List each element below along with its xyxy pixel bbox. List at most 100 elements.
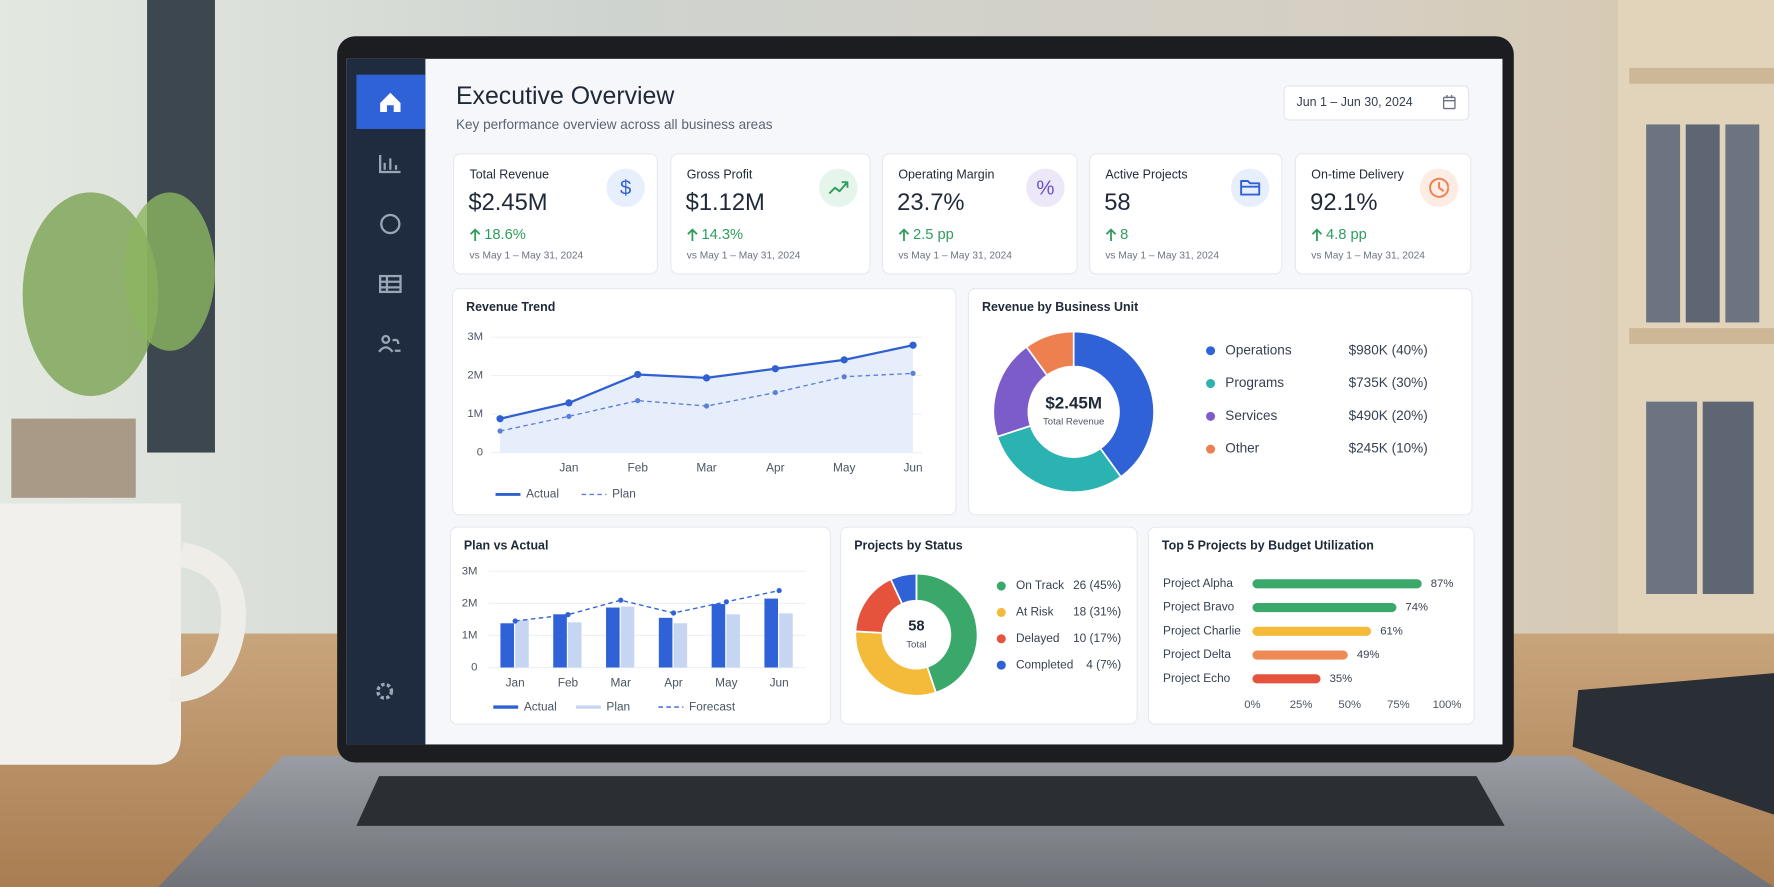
legend-label: Delayed [1016,631,1060,645]
kpi-change: 8 [1120,227,1128,243]
kpi-value: 58 [1104,189,1130,216]
value-label: 35% [1330,673,1353,685]
point [634,370,642,379]
kpi-icon-bg [819,168,858,208]
table-grid [380,276,401,292]
kpi-label: Active Projects [1105,168,1187,182]
x-tick-label: 0% [1244,699,1260,711]
area [500,345,914,453]
legend-label: Services [1225,408,1277,423]
donut-slice [915,572,979,694]
donut-slice [889,572,918,606]
x-tick-label: Apr [664,675,683,689]
point [496,415,504,423]
home-icon[interactable] [380,92,401,113]
kpi-comparison: vs May 1 – May 31, 2024 [1105,250,1219,261]
calendar-icon [1442,95,1456,110]
point [910,370,916,376]
kpi-value: 92.1% [1310,189,1377,216]
legend-label: Programs [1225,375,1284,390]
value-label: $245K (10%) [1349,441,1428,456]
kpi-change: 4.8 pp [1326,227,1367,243]
value-label: 87% [1431,578,1454,590]
point [840,356,848,364]
bar [764,598,779,668]
binder [1685,124,1720,323]
shelf [1629,328,1774,344]
kpi-icon [828,181,849,195]
donut-center-label: Total [906,639,926,650]
date-range[interactable]: Jun 1 – Jun 30, 2024 [1297,95,1413,109]
line [515,589,780,622]
analytics-icon[interactable] [380,213,401,235]
legend-label: Forecast [689,699,736,713]
value-label: 49% [1357,649,1380,661]
up-arrow [1311,228,1323,241]
legend-label: Operations [1225,342,1292,357]
x-tick-label: Jun [770,675,789,689]
bar [1252,579,1422,589]
up-arrow [1105,228,1117,241]
bar [673,623,688,668]
legend-label: Actual [524,699,557,713]
shelf [1629,67,1774,84]
x-tick-label: Jan [559,461,578,475]
page-subtitle: Key performance overview across all busi… [456,117,773,132]
kpi-comparison: vs May 1 – May 31, 2024 [687,250,801,261]
x-tick-label: Mar [696,461,716,475]
point [565,612,571,618]
x-tick-label: 50% [1338,699,1361,711]
point [702,374,711,382]
card [840,526,1138,725]
plant [22,192,159,396]
point [670,610,677,616]
point [776,587,782,594]
mug-handle [169,542,247,703]
value-label: 4 (7%) [1086,657,1121,671]
bar [1252,603,1397,613]
legend-dot [1206,411,1216,421]
point [703,403,710,409]
x-tick-label: May [715,675,737,689]
category-label: Project Echo [1163,671,1231,685]
value-label: 61% [1380,625,1403,637]
legend-label: Plan [612,487,636,501]
calendar-rings [1443,95,1455,102]
binder [1725,124,1760,323]
kpi-label: Gross Profit [687,168,753,182]
kpi-change: 14.3% [701,227,743,243]
chart-title: Top 5 Projects by Budget Utilization [1162,539,1374,553]
date-picker[interactable] [1283,85,1470,121]
donut-center-label: Total Revenue [1043,417,1104,428]
table-icon[interactable] [379,274,402,294]
settings-icon[interactable] [376,682,394,700]
donut-slice [996,424,1123,493]
legend-label: Other [1225,441,1259,456]
reports-icon[interactable] [379,154,401,174]
x-tick-label: Mar [611,675,631,689]
users-icon[interactable] [381,334,391,344]
legend-dot [996,660,1006,670]
category-label: Project Alpha [1163,576,1233,590]
binder [1646,124,1681,323]
kpi-icon-bg [1026,168,1065,208]
plant-pot [11,418,136,498]
up-arrow [470,228,481,241]
bar [515,620,529,668]
bar [553,614,567,668]
binder [1702,401,1754,594]
x-tick-label: Feb [558,675,579,689]
point [841,374,847,380]
binder [1646,401,1698,594]
kpi-comparison: vs May 1 – May 31, 2024 [1311,250,1425,261]
value-label: $490K (20%) [1349,408,1428,423]
chart-title: Plan vs Actual [464,539,549,553]
card [1147,526,1475,725]
legend-dot [1206,444,1216,454]
kpi-label: Total Revenue [470,168,550,182]
y-tick-label: 0 [477,447,483,459]
value-label: 10 (17%) [1073,631,1121,645]
point [772,389,778,396]
legend-label: Actual [526,487,559,501]
